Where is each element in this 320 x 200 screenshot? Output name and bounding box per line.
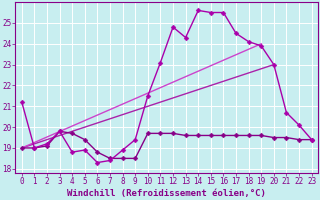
X-axis label: Windchill (Refroidissement éolien,°C): Windchill (Refroidissement éolien,°C) [67, 189, 266, 198]
